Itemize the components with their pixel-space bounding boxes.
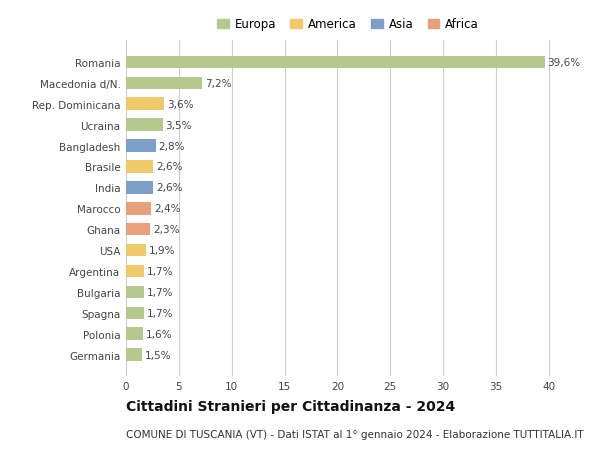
Bar — [126, 140, 155, 152]
Text: Cittadini Stranieri per Cittadinanza - 2024: Cittadini Stranieri per Cittadinanza - 2… — [126, 399, 455, 413]
Text: 1,6%: 1,6% — [146, 329, 172, 339]
Bar — [126, 224, 151, 236]
Text: 39,6%: 39,6% — [547, 58, 580, 68]
Text: 3,5%: 3,5% — [166, 120, 192, 130]
Legend: Europa, America, Asia, Africa: Europa, America, Asia, Africa — [212, 14, 484, 36]
Bar — [126, 56, 545, 69]
Text: 7,2%: 7,2% — [205, 78, 231, 89]
Text: 1,7%: 1,7% — [146, 308, 173, 318]
Bar — [126, 349, 142, 361]
Bar — [126, 286, 144, 298]
Bar — [126, 307, 144, 319]
Text: 3,6%: 3,6% — [167, 100, 193, 110]
Text: 2,8%: 2,8% — [158, 141, 185, 151]
Text: 2,6%: 2,6% — [156, 162, 182, 172]
Bar — [126, 78, 202, 90]
Text: 1,7%: 1,7% — [146, 266, 173, 276]
Bar — [126, 119, 163, 132]
Bar — [126, 202, 151, 215]
Text: 2,3%: 2,3% — [153, 225, 179, 235]
Bar — [126, 328, 143, 340]
Text: COMUNE DI TUSCANIA (VT) - Dati ISTAT al 1° gennaio 2024 - Elaborazione TUTTITALI: COMUNE DI TUSCANIA (VT) - Dati ISTAT al … — [126, 429, 584, 439]
Text: 1,9%: 1,9% — [149, 246, 175, 256]
Text: 2,6%: 2,6% — [156, 183, 182, 193]
Text: 2,4%: 2,4% — [154, 204, 181, 214]
Text: 1,5%: 1,5% — [145, 350, 171, 360]
Text: 1,7%: 1,7% — [146, 287, 173, 297]
Bar — [126, 98, 164, 111]
Bar — [126, 182, 154, 194]
Bar — [126, 161, 154, 174]
Bar — [126, 244, 146, 257]
Bar — [126, 265, 144, 278]
